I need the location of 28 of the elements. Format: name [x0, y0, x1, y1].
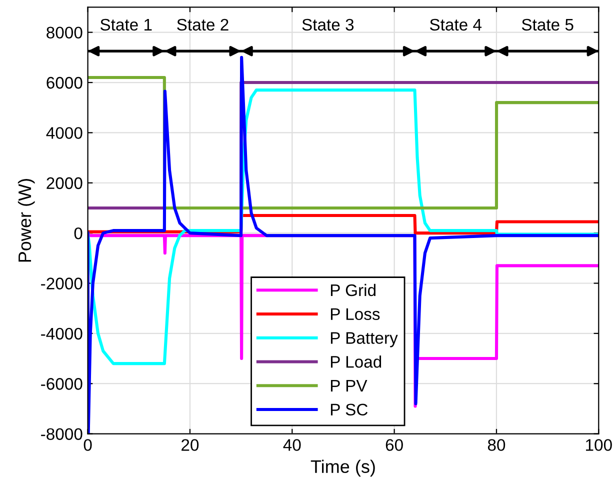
x-tick-label: 80 — [488, 439, 506, 451]
x-tick-label: 0 — [84, 439, 92, 451]
y-tick-label: 6000 — [46, 76, 82, 89]
annotation: State 2 — [177, 18, 228, 31]
legend-label: P Grid — [330, 284, 376, 296]
y-tick-label: 4000 — [46, 127, 82, 139]
y-axis-title: Power (W) — [18, 179, 35, 262]
annotation: State 1 — [100, 18, 152, 31]
y-tick-label: -2000 — [41, 278, 82, 290]
legend-label: P Battery — [330, 332, 398, 348]
x-tick-label: 60 — [386, 439, 403, 451]
y-tick-label: 0 — [74, 227, 82, 240]
legend-label: P PV — [330, 380, 368, 392]
x-tick-label: 40 — [283, 439, 301, 451]
y-tick-label: -4000 — [41, 328, 82, 340]
annotation: State 3 — [302, 18, 354, 31]
x-axis-title: Time (s) — [310, 460, 375, 477]
y-tick-label: -6000 — [41, 378, 82, 390]
y-tick-label: 8000 — [46, 26, 82, 39]
y-tick-label: 2000 — [46, 177, 82, 190]
annotation: State 4 — [430, 18, 482, 31]
legend-label: P Loss — [330, 308, 380, 320]
legend-label: P Load — [330, 356, 382, 368]
x-tick-label: 20 — [182, 439, 199, 451]
y-tick-label: -8000 — [41, 428, 82, 440]
legend-label: P SC — [330, 404, 368, 416]
x-tick-label: 100 — [586, 439, 612, 451]
annotation: State 5 — [522, 18, 574, 31]
